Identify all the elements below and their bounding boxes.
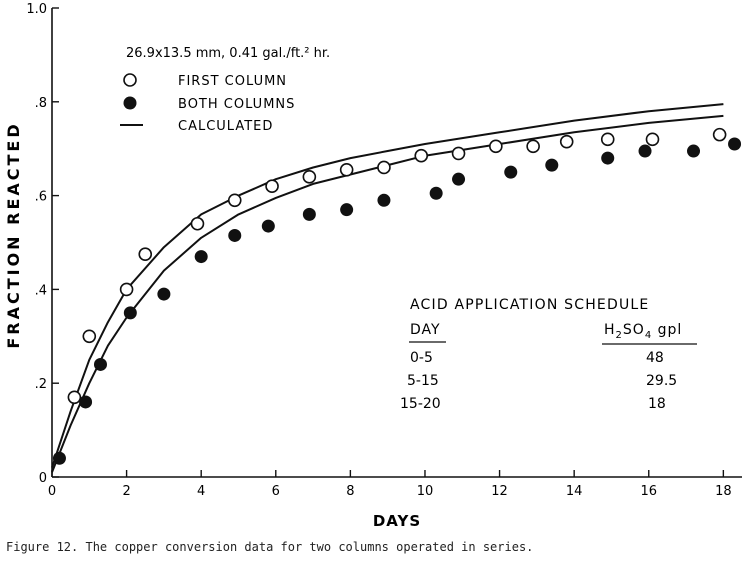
y-tick-label: 1.0: [26, 2, 47, 17]
both-columns-point: [157, 287, 171, 301]
both-columns-point: [452, 172, 466, 186]
both-columns-point: [194, 250, 208, 264]
first-column-point: [119, 282, 134, 297]
x-tick-label: 8: [346, 484, 354, 499]
first-column-point: [451, 146, 466, 161]
both-columns-point: [638, 144, 652, 158]
both-columns-point: [261, 219, 275, 233]
legend-filled-circle-icon: [123, 96, 137, 110]
x-tick-label: 12: [491, 484, 508, 499]
first-column-point: [265, 179, 279, 194]
x-tick-label: 4: [197, 484, 205, 499]
both-columns-point: [228, 228, 242, 242]
first-column-point: [600, 132, 615, 147]
both-columns-point: [687, 144, 701, 158]
y-tick-label: .4: [35, 283, 47, 298]
both-columns-point: [340, 203, 354, 217]
both-columns-point: [601, 151, 615, 165]
data-points: [52, 127, 742, 465]
schedule-col-day: DAY: [410, 322, 441, 338]
schedule-row-acid: 29.5: [646, 373, 677, 389]
acid-schedule: ACID APPLICATION SCHEDULE DAY H2SO4 gpl …: [400, 297, 697, 412]
legend-label-calc: CALCULATED: [178, 119, 273, 134]
schedule-col-acid: H2SO4 gpl: [604, 322, 682, 341]
y-ticks: 0 .2 .4 .6 .8 1.0: [26, 2, 59, 486]
chart: 0 2 4 6 8 10 12 14 16 18 0 .2 .4 .6 .8 1.0 DAYS FRACTI…: [4, 2, 742, 530]
both-columns-point: [728, 137, 742, 151]
first-column-point: [138, 247, 153, 262]
schedule-row-acid: 18: [648, 396, 666, 412]
both-columns-point: [79, 395, 93, 409]
first-column-point: [67, 390, 82, 405]
x-tick-label: 10: [417, 484, 434, 499]
x-tick-label: 18: [715, 484, 732, 499]
legend-label-first: FIRST COLUMN: [178, 74, 287, 89]
both-columns-point: [123, 306, 137, 320]
conditions-label: 26.9x13.5 mm, 0.41 gal./ft.² hr.: [126, 46, 330, 61]
first-column-point: [227, 193, 242, 208]
legend-label-both: BOTH COLUMNS: [178, 97, 295, 112]
schedule-row-day: 5-15: [407, 373, 439, 389]
schedule-row-acid: 48: [646, 350, 664, 366]
first-column-point: [190, 216, 205, 231]
y-axis-label: FRACTION REACTED: [4, 121, 23, 348]
x-tick-label: 6: [272, 484, 280, 499]
first-column-point: [82, 329, 97, 344]
y-tick-label: 0: [39, 471, 47, 486]
both-columns-point: [429, 186, 443, 200]
schedule-row-day: 15-20: [400, 396, 441, 412]
figure-caption: Figure 12. The copper conversion data fo…: [6, 540, 534, 554]
x-tick-label: 16: [640, 484, 657, 499]
calculated-curves: [51, 103, 724, 473]
first-column-point: [526, 139, 540, 154]
first-column-point: [302, 170, 317, 184]
first-column-point: [414, 148, 429, 163]
legend: FIRST COLUMN BOTH COLUMNS CALCULATED: [120, 73, 295, 134]
both-columns-point: [504, 165, 518, 179]
first-column-point: [712, 127, 727, 142]
both-columns-point: [377, 193, 391, 207]
x-tick-label: 14: [566, 484, 583, 499]
x-tick-label: 0: [48, 484, 56, 499]
calculated-curve: [51, 103, 724, 468]
x-tick-label: 2: [122, 484, 130, 499]
first-column-point: [339, 163, 354, 177]
x-ticks: 0 2 4 6 8 10 12 14 16 18: [48, 470, 732, 499]
schedule-row-day: 0-5: [410, 350, 433, 366]
first-column-point: [489, 139, 503, 154]
both-columns-point: [52, 451, 66, 465]
legend-open-circle-icon: [123, 73, 137, 87]
first-column-point: [645, 132, 660, 147]
both-columns-point: [93, 357, 107, 371]
schedule-title: ACID APPLICATION SCHEDULE: [410, 297, 649, 313]
both-columns-point: [545, 158, 559, 172]
y-tick-label: .2: [35, 377, 47, 392]
both-columns-point: [302, 207, 316, 221]
y-tick-label: .6: [35, 190, 47, 205]
first-column-point: [377, 160, 391, 175]
first-column-point: [559, 134, 574, 149]
x-axis-label: DAYS: [373, 512, 421, 530]
y-tick-label: .8: [35, 96, 47, 111]
